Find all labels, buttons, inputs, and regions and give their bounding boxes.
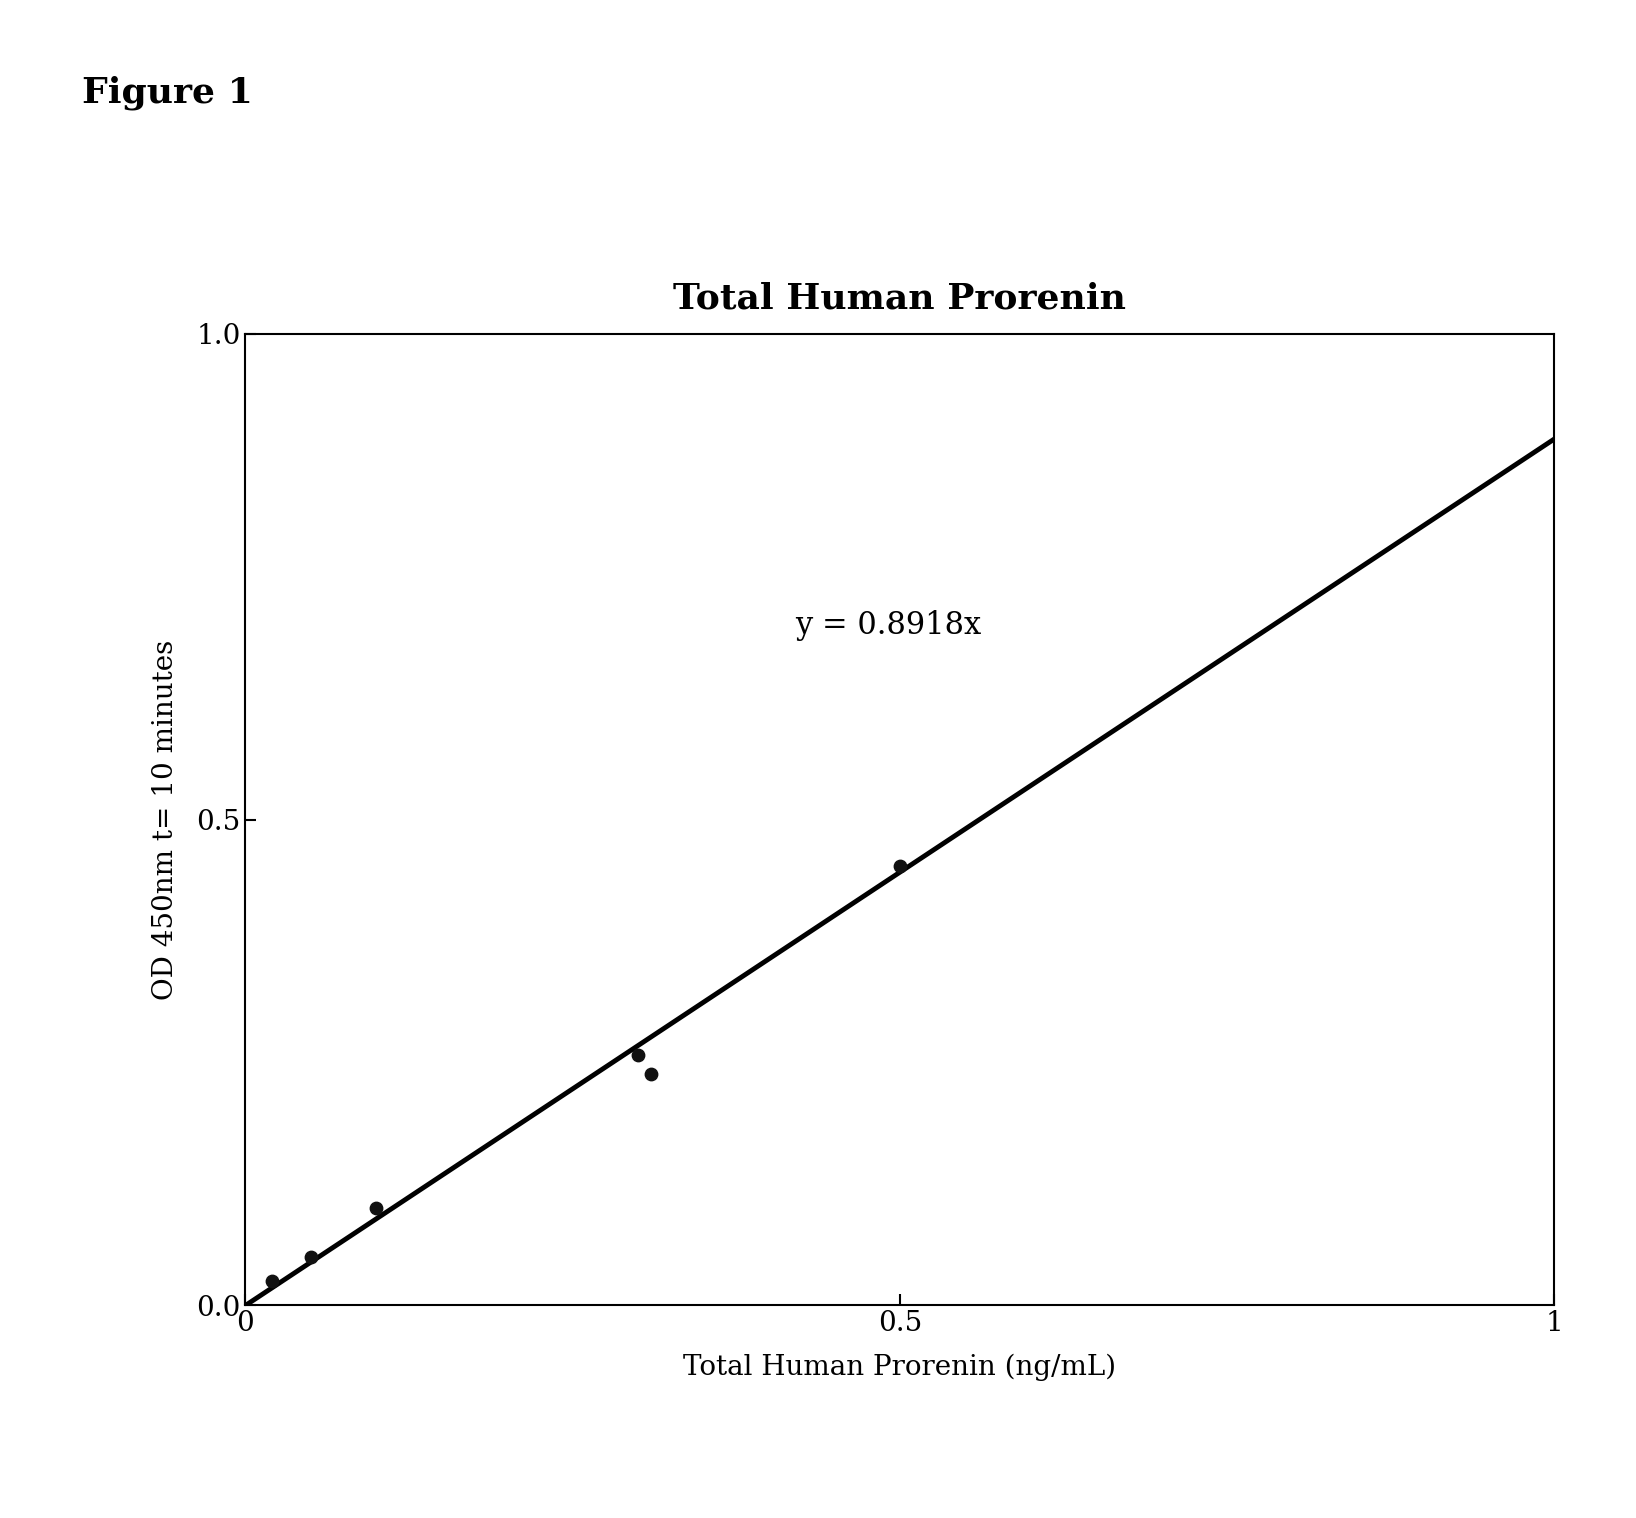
Point bbox=[625, 1043, 651, 1067]
Text: Figure 1: Figure 1 bbox=[82, 76, 252, 111]
Point bbox=[298, 1245, 324, 1269]
X-axis label: Total Human Prorenin (ng/mL): Total Human Prorenin (ng/mL) bbox=[684, 1354, 1116, 1381]
Text: y = 0.8918x: y = 0.8918x bbox=[795, 610, 982, 641]
Point bbox=[638, 1063, 664, 1087]
Point bbox=[363, 1196, 389, 1220]
Y-axis label: OD 450nm t= 10 minutes: OD 450nm t= 10 minutes bbox=[152, 639, 180, 1000]
Point bbox=[258, 1269, 285, 1293]
Point bbox=[887, 855, 913, 879]
Title: Total Human Prorenin: Total Human Prorenin bbox=[674, 282, 1126, 316]
